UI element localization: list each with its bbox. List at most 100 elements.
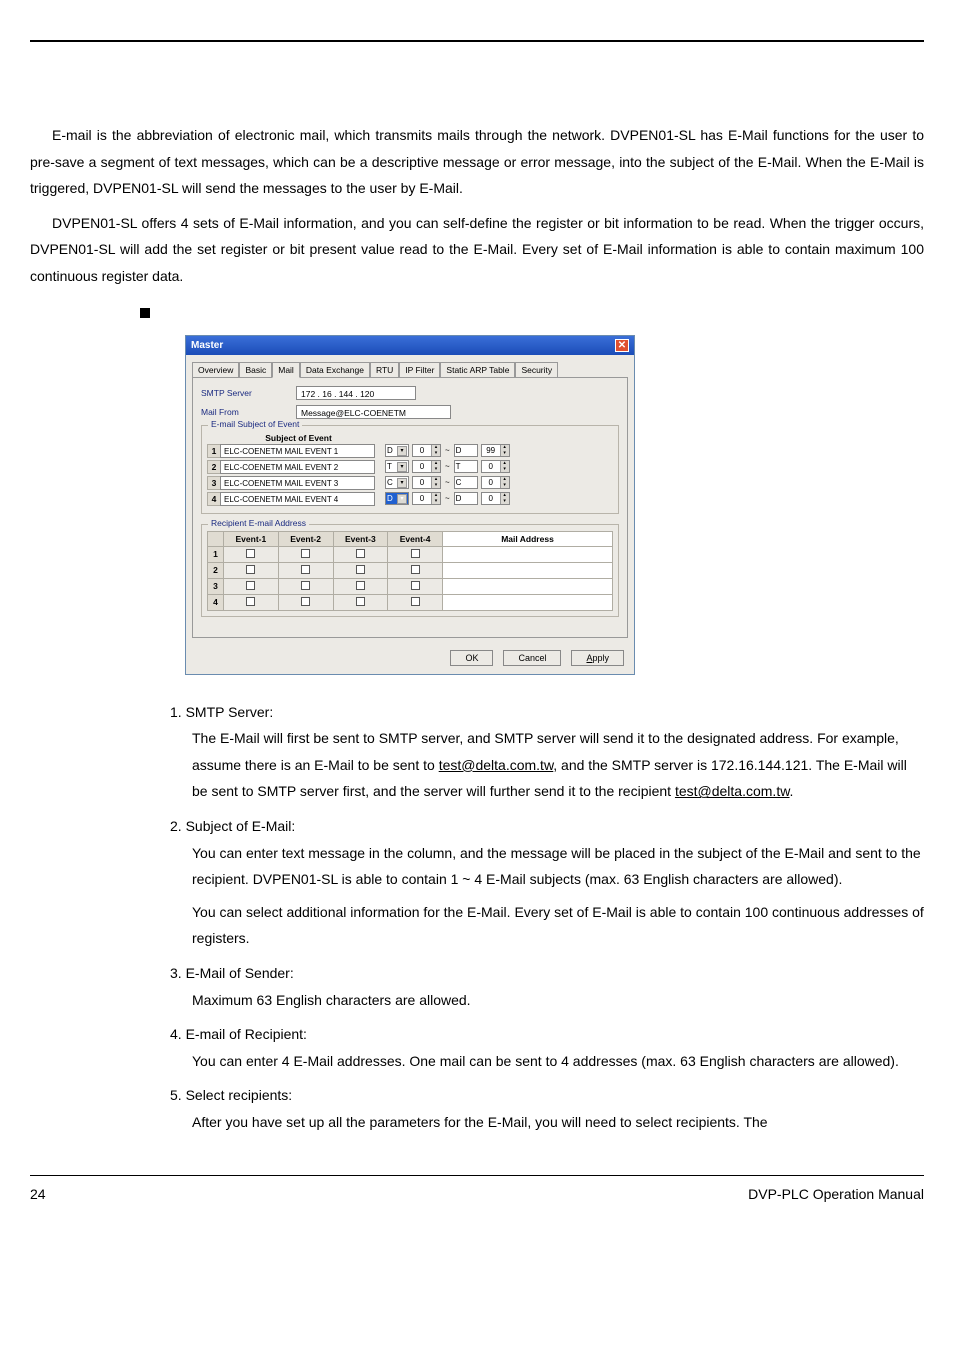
col-event-1: Event-1: [224, 531, 279, 546]
event1-checkbox[interactable]: [246, 581, 255, 590]
event4-checkbox[interactable]: [411, 565, 420, 574]
item1-title: 1. SMTP Server:: [170, 699, 273, 726]
master-dialog: Master ✕ Overview Basic Mail Data Exchan…: [185, 335, 635, 675]
tab-basic[interactable]: Basic: [239, 362, 272, 377]
tab-rtu[interactable]: RTU: [370, 362, 399, 377]
spin-down-icon[interactable]: ▾: [500, 467, 509, 473]
reg-start-spinner[interactable]: 0▴▾: [412, 444, 441, 457]
spin-down-icon[interactable]: ▾: [431, 467, 440, 473]
spin-down-icon[interactable]: ▾: [500, 451, 509, 457]
tab-security[interactable]: Security: [515, 362, 558, 377]
ok-button[interactable]: OK: [450, 650, 493, 666]
close-icon[interactable]: ✕: [615, 339, 629, 352]
apply-button[interactable]: Apply: [571, 650, 624, 666]
col-event-3: Event-3: [333, 531, 388, 546]
event-subject-input[interactable]: ELC-COENETM MAIL EVENT 2: [220, 460, 375, 474]
reg-type-a-dropdown[interactable]: T▾: [385, 460, 409, 473]
event4-checkbox[interactable]: [411, 549, 420, 558]
reg-end-spinner[interactable]: 0▴▾: [481, 492, 510, 505]
event3-checkbox[interactable]: [356, 597, 365, 606]
mail-address-cell[interactable]: [443, 578, 613, 594]
reg-type-b-dropdown[interactable]: D: [454, 444, 478, 457]
row-num: 2: [208, 562, 224, 578]
event3-checkbox[interactable]: [356, 549, 365, 558]
reg-type-a-dropdown[interactable]: D▾: [385, 444, 409, 457]
reg-start-spinner[interactable]: 0▴▾: [412, 476, 441, 489]
chevron-down-icon: ▾: [397, 478, 407, 488]
event-num: 2: [207, 460, 221, 474]
header-rule: [30, 40, 924, 42]
reg-end-spinner[interactable]: 99▴▾: [481, 444, 510, 457]
tab-overview[interactable]: Overview: [192, 362, 239, 377]
event-subject-input[interactable]: ELC-COENETM MAIL EVENT 4: [220, 492, 375, 506]
item1-body: The E-Mail will first be sent to SMTP se…: [192, 725, 924, 805]
mailfrom-label: Mail From: [201, 407, 296, 417]
tab-mail[interactable]: Mail: [272, 362, 300, 378]
cancel-button[interactable]: Cancel: [503, 650, 561, 666]
reg-type-b-dropdown[interactable]: C: [454, 476, 478, 489]
event2-checkbox[interactable]: [301, 565, 310, 574]
recipient-row-2: 2: [208, 562, 613, 578]
reg-end-spinner[interactable]: 0▴▾: [481, 476, 510, 489]
mailfrom-input[interactable]: Message@ELC-COENETM: [296, 405, 451, 419]
reg-type-a-dropdown[interactable]: C▾: [385, 476, 409, 489]
tilde-label: ~: [444, 478, 451, 487]
event-row-2: 2ELC-COENETM MAIL EVENT 2T▾0▴▾~T0▴▾: [207, 460, 613, 474]
spin-down-icon[interactable]: ▾: [500, 483, 509, 489]
event-num: 4: [207, 492, 221, 506]
footer: 24 DVP-PLC Operation Manual: [30, 1175, 924, 1202]
tab-data-exchange[interactable]: Data Exchange: [300, 362, 370, 377]
event2-checkbox[interactable]: [301, 549, 310, 558]
event2-checkbox[interactable]: [301, 581, 310, 590]
reg-type-b-dropdown[interactable]: T: [454, 460, 478, 473]
corner-cell: [208, 531, 224, 546]
email-link-2[interactable]: test@delta.com.tw: [675, 783, 790, 799]
intro-paragraph-2: DVPEN01-SL offers 4 sets of E-Mail infor…: [30, 210, 924, 290]
item3-title: 3. E-Mail of Sender:: [170, 960, 294, 987]
row-num: 1: [208, 546, 224, 562]
item5-title: 5. Select recipients:: [170, 1082, 292, 1109]
reg-start-spinner[interactable]: 0▴▾: [412, 492, 441, 505]
recipient-row-3: 3: [208, 578, 613, 594]
event1-checkbox[interactable]: [246, 565, 255, 574]
recipient-group-title: Recipient E-mail Address: [208, 518, 309, 528]
recipient-table: Event-1 Event-2 Event-3 Event-4 Mail Add…: [207, 531, 613, 611]
event1-checkbox[interactable]: [246, 549, 255, 558]
event4-checkbox[interactable]: [411, 581, 420, 590]
mail-address-cell[interactable]: [443, 546, 613, 562]
titlebar-text: Master: [191, 340, 223, 351]
event-row-4: 4ELC-COENETM MAIL EVENT 4D▾0▴▾~D0▴▾: [207, 492, 613, 506]
item2-title: 2. Subject of E-Mail:: [170, 813, 295, 840]
event-subject-input[interactable]: ELC-COENETM MAIL EVENT 3: [220, 476, 375, 490]
event-row-1: 1ELC-COENETM MAIL EVENT 1D▾0▴▾~D99▴▾: [207, 444, 613, 458]
event3-checkbox[interactable]: [356, 565, 365, 574]
spin-down-icon[interactable]: ▾: [431, 483, 440, 489]
chevron-down-icon: ▾: [397, 462, 407, 472]
chevron-down-icon: ▾: [397, 446, 407, 456]
col-mail-address: Mail Address: [443, 531, 613, 546]
reg-type-b-dropdown[interactable]: D: [454, 492, 478, 505]
reg-type-a-dropdown[interactable]: D▾: [385, 492, 409, 505]
tab-static-arp[interactable]: Static ARP Table: [440, 362, 515, 377]
recipient-row-1: 1: [208, 546, 613, 562]
spin-down-icon[interactable]: ▾: [500, 499, 509, 505]
smtp-input[interactable]: 172 . 16 . 144 . 120: [296, 386, 416, 400]
reg-end-spinner[interactable]: 0▴▾: [481, 460, 510, 473]
spin-down-icon[interactable]: ▾: [431, 499, 440, 505]
tab-ip-filter[interactable]: IP Filter: [399, 362, 440, 377]
event3-checkbox[interactable]: [356, 581, 365, 590]
tilde-label: ~: [444, 494, 451, 503]
spin-down-icon[interactable]: ▾: [431, 451, 440, 457]
reg-start-spinner[interactable]: 0▴▾: [412, 460, 441, 473]
event-num: 3: [207, 476, 221, 490]
button-bar: OK Cancel Apply: [186, 644, 634, 674]
email-link-1[interactable]: test@delta.com.tw: [439, 757, 554, 773]
mail-address-cell[interactable]: [443, 594, 613, 610]
event4-checkbox[interactable]: [411, 597, 420, 606]
event1-checkbox[interactable]: [246, 597, 255, 606]
mail-address-cell[interactable]: [443, 562, 613, 578]
event2-checkbox[interactable]: [301, 597, 310, 606]
event-subject-input[interactable]: ELC-COENETM MAIL EVENT 1: [220, 444, 375, 458]
manual-title: DVP-PLC Operation Manual: [748, 1186, 924, 1202]
col-event-4: Event-4: [388, 531, 443, 546]
